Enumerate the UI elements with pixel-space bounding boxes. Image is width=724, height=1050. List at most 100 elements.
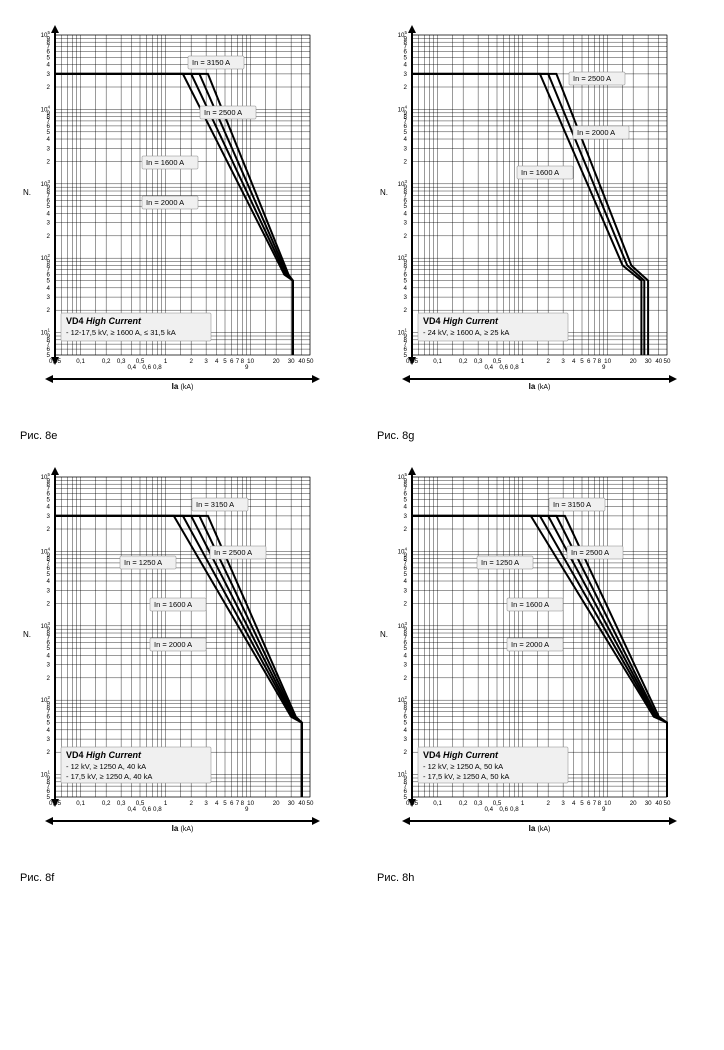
svg-text:9: 9 (404, 184, 408, 191)
svg-text:- 12 kV, ≥ 1250 A, 40 kA: - 12 kV, ≥ 1250 A, 40 kA (66, 762, 146, 771)
svg-text:30: 30 (288, 358, 295, 365)
svg-text:50: 50 (307, 800, 314, 807)
chart-svg-container: 0,050,10,20,30,51234567810203040500,40,6… (377, 462, 704, 842)
svg-text:4: 4 (572, 800, 576, 807)
svg-text:0,8: 0,8 (153, 806, 162, 813)
svg-text:6: 6 (230, 800, 234, 807)
svg-text:7: 7 (236, 800, 240, 807)
svg-text:2: 2 (189, 358, 193, 365)
svg-text:3: 3 (404, 662, 408, 669)
svg-text:30: 30 (288, 800, 295, 807)
svg-text:In = 2500 A: In = 2500 A (204, 108, 242, 117)
svg-text:4: 4 (47, 285, 51, 292)
svg-text:In = 1250 A: In = 1250 A (124, 558, 162, 567)
svg-text:9: 9 (404, 259, 408, 266)
svg-text:9: 9 (47, 35, 51, 42)
svg-text:20: 20 (273, 358, 280, 365)
svg-text:4: 4 (215, 358, 219, 365)
svg-text:9: 9 (47, 552, 51, 559)
svg-text:In = 1600 A: In = 1600 A (146, 158, 184, 167)
svg-text:7: 7 (593, 358, 597, 365)
svg-text:2: 2 (404, 307, 408, 314)
svg-text:3: 3 (47, 736, 51, 743)
svg-text:0,6: 0,6 (499, 364, 508, 371)
svg-text:50: 50 (664, 358, 671, 365)
svg-text:30: 30 (645, 358, 652, 365)
svg-text:2: 2 (189, 800, 193, 807)
svg-text:0,6: 0,6 (142, 364, 151, 371)
chart-8g: 0,050,10,20,30,51234567810203040500,40,6… (377, 20, 704, 442)
svg-text:0,6: 0,6 (142, 806, 151, 813)
svg-text:2: 2 (47, 675, 51, 682)
svg-text:3: 3 (47, 145, 51, 152)
svg-text:In = 2000 A: In = 2000 A (577, 128, 615, 137)
svg-text:9: 9 (404, 110, 408, 117)
svg-text:4: 4 (404, 652, 408, 659)
svg-text:40: 40 (655, 800, 662, 807)
svg-text:4: 4 (404, 285, 408, 292)
svg-text:N.: N. (23, 188, 31, 197)
svg-text:7: 7 (593, 800, 597, 807)
svg-text:- 12-17,5 kV, ≥ 1600 A, ≤ 31,5: - 12-17,5 kV, ≥ 1600 A, ≤ 31,5 kA (66, 328, 176, 337)
svg-text:0,8: 0,8 (510, 364, 519, 371)
svg-text:In = 1250 A: In = 1250 A (481, 558, 519, 567)
svg-text:3: 3 (204, 800, 208, 807)
svg-text:4: 4 (215, 800, 219, 807)
svg-text:In = 1600 A: In = 1600 A (154, 600, 192, 609)
svg-text:1: 1 (164, 800, 168, 807)
caption-8g: Рис. 8g (377, 430, 704, 442)
svg-text:0,6: 0,6 (499, 806, 508, 813)
chart-grid: 0,050,10,20,30,51234567810203040500,40,6… (20, 20, 704, 884)
svg-text:4: 4 (404, 578, 408, 585)
svg-text:4: 4 (47, 504, 51, 511)
svg-text:0,2: 0,2 (102, 800, 111, 807)
svg-text:4: 4 (47, 62, 51, 69)
svg-text:0,3: 0,3 (117, 358, 126, 365)
svg-text:0,4: 0,4 (484, 364, 493, 371)
chart-svg-container: 0,050,10,20,30,51234567810203040500,40,6… (20, 462, 347, 842)
svg-text:3: 3 (404, 71, 408, 78)
svg-text:VD4 High Current: VD4 High Current (66, 316, 142, 326)
svg-text:20: 20 (630, 800, 637, 807)
svg-text:VD4 High Current: VD4 High Current (423, 750, 499, 760)
svg-text:1: 1 (521, 800, 525, 807)
svg-text:9: 9 (47, 626, 51, 633)
svg-text:0,1: 0,1 (76, 800, 85, 807)
chart-8h: 0,050,10,20,30,51234567810203040500,40,6… (377, 462, 704, 884)
svg-text:0,1: 0,1 (433, 800, 442, 807)
chart-svg-container: 0,050,10,20,30,51234567810203040500,40,6… (20, 20, 347, 400)
svg-text:- 24 kV, ≥ 1600 A, ≥ 25 kA: - 24 kV, ≥ 1600 A, ≥ 25 kA (423, 328, 509, 337)
svg-text:2: 2 (47, 526, 51, 533)
svg-text:Ia (kA): Ia (kA) (172, 824, 194, 833)
svg-text:2: 2 (546, 800, 550, 807)
svg-text:3: 3 (404, 736, 408, 743)
svg-text:9: 9 (404, 775, 408, 782)
svg-text:4: 4 (47, 210, 51, 217)
svg-text:2: 2 (546, 358, 550, 365)
svg-text:VD4 High Current: VD4 High Current (423, 316, 499, 326)
svg-text:9: 9 (245, 806, 249, 813)
svg-text:9: 9 (47, 184, 51, 191)
svg-text:3: 3 (47, 513, 51, 520)
svg-text:0,05: 0,05 (406, 358, 419, 365)
svg-text:6: 6 (587, 358, 591, 365)
svg-text:9: 9 (404, 477, 408, 484)
svg-text:0,8: 0,8 (510, 806, 519, 813)
svg-text:0,4: 0,4 (127, 806, 136, 813)
svg-text:9: 9 (404, 333, 408, 340)
svg-text:0,1: 0,1 (76, 358, 85, 365)
svg-text:3: 3 (404, 220, 408, 227)
chart-8f: 0,050,10,20,30,51234567810203040500,40,6… (20, 462, 347, 884)
svg-text:9: 9 (47, 259, 51, 266)
svg-text:4: 4 (404, 210, 408, 217)
svg-text:2: 2 (47, 749, 51, 756)
svg-text:9: 9 (602, 806, 606, 813)
svg-text:Ia (kA): Ia (kA) (172, 382, 194, 391)
caption-8f: Рис. 8f (20, 872, 347, 884)
svg-text:5: 5 (223, 358, 227, 365)
svg-text:In = 2500 A: In = 2500 A (214, 548, 252, 557)
svg-text:3: 3 (47, 662, 51, 669)
caption-8h: Рис. 8h (377, 872, 704, 884)
svg-text:5: 5 (580, 800, 584, 807)
svg-text:9: 9 (47, 701, 51, 708)
